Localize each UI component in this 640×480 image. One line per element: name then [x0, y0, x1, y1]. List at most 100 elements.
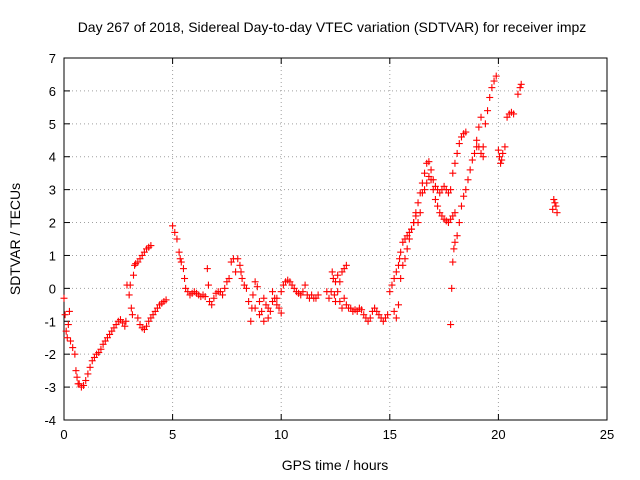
data-point — [403, 245, 411, 253]
x-tick-label: 20 — [491, 427, 505, 442]
data-point — [86, 363, 94, 371]
x-tick-label: 15 — [383, 427, 397, 442]
data-point — [273, 294, 281, 302]
data-point — [392, 314, 400, 322]
data-point — [238, 274, 246, 282]
data-point — [236, 261, 244, 269]
data-point — [431, 196, 439, 204]
data-point — [468, 156, 476, 164]
grid — [64, 58, 607, 420]
data-point — [277, 288, 285, 296]
y-tick-label: 1 — [49, 248, 56, 263]
data-point — [225, 274, 233, 282]
data-point — [462, 128, 470, 136]
data-point — [255, 298, 263, 306]
data-point — [208, 301, 216, 309]
data-point — [125, 291, 133, 299]
data-point — [486, 93, 494, 101]
data-point — [494, 146, 502, 154]
data-point — [455, 219, 463, 227]
data-point — [390, 307, 398, 315]
data-point — [397, 248, 405, 256]
data-point — [397, 274, 405, 282]
data-point — [401, 255, 409, 263]
data-point — [179, 265, 187, 273]
data-point — [453, 149, 461, 157]
data-point — [510, 110, 518, 118]
data-point — [264, 304, 272, 312]
axis-ticks: 0 5 10 15 20 25 -4 -3 -2 -1 0 1 2 3 4 5 6 7 — [44, 51, 614, 442]
y-tick-label: 6 — [49, 84, 56, 99]
data-point — [553, 209, 561, 217]
data-point — [247, 317, 255, 325]
data-point — [517, 80, 525, 88]
data-point — [245, 298, 253, 306]
data-point — [69, 344, 77, 352]
data-point — [498, 156, 506, 164]
y-tick-label: 4 — [49, 150, 56, 165]
data-point — [473, 136, 481, 144]
data-point — [71, 350, 79, 358]
x-tick-label: 25 — [600, 427, 614, 442]
y-tick-label: -4 — [44, 413, 56, 428]
y-tick-label: -3 — [44, 380, 56, 395]
data-point — [171, 228, 179, 236]
y-tick-label: -1 — [44, 314, 56, 329]
data-point — [221, 284, 229, 292]
data-point — [97, 345, 105, 353]
data-point — [260, 317, 268, 325]
data-point — [134, 314, 142, 322]
data-point — [412, 212, 420, 220]
data-point — [234, 255, 242, 263]
data-point — [448, 284, 456, 292]
data-point — [61, 311, 69, 319]
data-point — [242, 284, 250, 292]
data-point — [453, 232, 461, 240]
data-point — [501, 143, 509, 151]
data-point — [499, 149, 507, 157]
data-point — [73, 373, 81, 381]
data-point — [455, 140, 463, 148]
data-point — [176, 255, 184, 263]
data-point — [429, 186, 437, 194]
chart-title: Day 267 of 2018, Sidereal Day-to-day VTE… — [78, 19, 587, 35]
data-point — [181, 274, 189, 282]
data-point — [384, 311, 392, 319]
data-point — [423, 179, 431, 187]
data-point — [447, 186, 455, 194]
data-point — [450, 245, 458, 253]
data-point — [169, 222, 177, 230]
data-point — [358, 306, 366, 314]
data-point — [269, 288, 277, 296]
y-tick-label: -2 — [44, 347, 56, 362]
data-point — [201, 293, 209, 301]
data-point — [63, 334, 71, 342]
data-point — [451, 159, 459, 167]
data-point — [336, 278, 344, 286]
data-point — [122, 317, 130, 325]
data-point — [255, 311, 263, 319]
data-point — [210, 294, 218, 302]
data-point — [394, 301, 402, 309]
data-point — [177, 258, 185, 266]
data-point — [390, 274, 398, 282]
data-point — [514, 90, 522, 98]
data-point — [64, 321, 72, 329]
data-point — [451, 238, 459, 246]
data-point — [340, 294, 348, 302]
data-point — [550, 196, 558, 204]
data-point — [462, 186, 470, 194]
data-point — [84, 370, 92, 378]
data-point — [405, 235, 413, 243]
data-point — [549, 205, 557, 213]
data-point — [392, 268, 400, 276]
data-point — [414, 219, 422, 227]
data-point — [338, 304, 346, 312]
data-points — [60, 72, 561, 391]
data-point — [421, 186, 429, 194]
y-tick-label: 3 — [49, 183, 56, 198]
data-point — [162, 296, 170, 304]
data-point — [516, 84, 524, 92]
data-point — [251, 304, 259, 312]
x-tick-label: 10 — [274, 427, 288, 442]
